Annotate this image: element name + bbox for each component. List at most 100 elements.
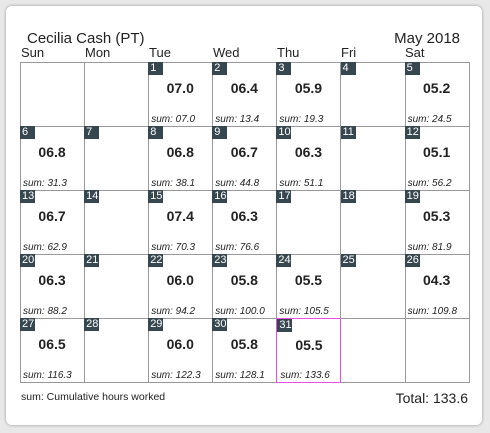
day-number-badge: 7 (84, 126, 100, 139)
daily-hours: 07.4 (166, 208, 194, 224)
calendar-day-cell[interactable]: 17 (276, 190, 342, 255)
calendar-empty-cell (404, 318, 470, 383)
daily-hours: 06.3 (230, 208, 258, 224)
calendar-day-cell[interactable]: 2 06.4 sum: 13.4 (212, 62, 278, 127)
weekday-thu: Thu (277, 45, 300, 60)
daily-hours: 05.9 (294, 80, 323, 96)
cumulative-sum: sum: 94.2 (151, 306, 196, 317)
daily-hours: 05.3 (423, 208, 451, 224)
weekday-sun: Sun (21, 45, 45, 60)
calendar-day-cell[interactable]: 19 05.3 sum: 81.9 (404, 190, 470, 255)
cumulative-sum: sum: 51.1 (279, 178, 324, 189)
weekday-sat: Sat (405, 45, 425, 60)
cumulative-sum: sum: 88.2 (23, 306, 67, 317)
daily-hours: 05.5 (295, 337, 323, 353)
daily-hours: 05.8 (230, 336, 258, 352)
daily-hours: 06.5 (38, 336, 66, 352)
day-number-badge: 27 (20, 318, 35, 331)
day-number-badge: 19 (404, 190, 420, 203)
daily-hours: 06.3 (38, 272, 66, 288)
calendar-day-cell[interactable]: 4 (340, 62, 406, 127)
day-number-badge: 31 (277, 319, 293, 332)
calendar-day-cell[interactable]: 20 06.3 sum: 88.2 (20, 254, 86, 319)
day-number-badge: 10 (276, 126, 292, 139)
day-number-badge: 21 (84, 254, 100, 267)
calendar-day-cell[interactable]: 1 07.0 sum: 07.0 (148, 62, 214, 127)
daily-hours: 06.8 (166, 144, 194, 160)
daily-hours: 06.7 (230, 144, 258, 160)
day-number-badge: 20 (20, 254, 35, 267)
weekday-wed: Wed (213, 45, 240, 60)
cumulative-sum: sum: 62.9 (23, 242, 67, 253)
calendar-day-cell[interactable]: 15 07.4 sum: 70.3 (148, 190, 214, 255)
day-number-badge: 18 (340, 190, 356, 203)
calendar-day-cell[interactable]: 12 05.1 sum: 56.2 (404, 126, 470, 191)
cumulative-sum: sum: 13.4 (215, 114, 260, 125)
calendar-day-cell[interactable]: 25 (340, 254, 406, 319)
calendar-day-cell[interactable]: 11 (340, 126, 406, 191)
daily-hours: 05.8 (230, 272, 258, 288)
cumulative-sum: sum: 109.8 (407, 306, 458, 317)
daily-hours: 04.3 (423, 272, 451, 288)
calendar-day-cell[interactable]: 23 05.8 sum: 100.0 (212, 254, 278, 319)
cumulative-sum: sum: 81.9 (407, 242, 452, 253)
cumulative-sum: sum: 44.8 (215, 178, 260, 189)
weekday-tue: Tue (149, 45, 171, 60)
cumulative-sum: sum: 76.6 (215, 242, 260, 253)
calendar-day-cell[interactable]: 21 (84, 254, 150, 319)
day-number-badge: 4 (340, 62, 356, 75)
day-number-badge: 26 (404, 254, 420, 267)
daily-hours: 06.0 (166, 336, 194, 352)
calendar-day-cell[interactable]: 27 06.5 sum: 116.3 (20, 318, 86, 383)
cumulative-sum: sum: 31.3 (23, 178, 67, 189)
sum-legend: sum: Cumulative hours worked (21, 391, 166, 403)
cumulative-sum: sum: 24.5 (407, 114, 452, 125)
cumulative-sum: sum: 122.3 (151, 370, 201, 381)
day-number-badge: 3 (276, 62, 292, 75)
calendar-day-cell[interactable]: 9 06.7 sum: 44.8 (212, 126, 278, 191)
calendar-day-cell[interactable]: 16 06.3 sum: 76.6 (212, 190, 278, 255)
day-number-badge: 22 (148, 254, 164, 267)
calendar-day-cell[interactable]: 10 06.3 sum: 51.1 (276, 126, 342, 191)
day-number-badge: 6 (20, 126, 35, 139)
day-number-badge: 9 (212, 126, 228, 139)
calendar-day-cell[interactable]: 30 05.8 sum: 128.1 (212, 318, 278, 383)
day-number-badge: 2 (212, 62, 228, 75)
cumulative-sum: sum: 100.0 (215, 306, 265, 317)
calendar-day-cell[interactable]: 14 (84, 190, 150, 255)
weekday-header-row: Sun Mon Tue Wed Thu Fri Sat (20, 46, 469, 60)
weekday-mon: Mon (85, 45, 111, 60)
calendar-day-cell[interactable]: 3 05.9 sum: 19.3 (276, 62, 342, 127)
calendar-day-cell[interactable]: 22 06.0 sum: 94.2 (148, 254, 214, 319)
daily-hours: 06.3 (294, 144, 323, 160)
daily-hours: 06.7 (38, 208, 66, 224)
daily-hours: 07.0 (166, 80, 194, 96)
day-number-badge: 28 (84, 318, 100, 331)
cumulative-sum: sum: 38.1 (151, 178, 196, 189)
calendar-day-cell[interactable]: 13 06.7 sum: 62.9 (20, 190, 86, 255)
calendar-day-cell[interactable]: 31 05.5 sum: 133.6 (276, 318, 342, 383)
calendar-day-cell[interactable]: 26 04.3 sum: 109.8 (404, 254, 470, 319)
calendar-day-cell[interactable]: 29 06.0 sum: 122.3 (148, 318, 214, 383)
weekday-fri: Fri (341, 45, 357, 60)
calendar-day-cell[interactable]: 5 05.2 sum: 24.5 (404, 62, 470, 127)
calendar-day-cell[interactable]: 7 (84, 126, 150, 191)
day-number-badge: 5 (404, 62, 420, 75)
calendar-day-cell[interactable]: 28 (84, 318, 150, 383)
cumulative-sum: sum: 116.3 (23, 370, 72, 381)
cumulative-sum: sum: 105.5 (279, 306, 329, 317)
daily-hours: 05.5 (294, 272, 323, 288)
calendar-day-cell[interactable]: 18 (340, 190, 406, 255)
daily-hours: 06.4 (230, 80, 258, 96)
calendar-day-cell[interactable]: 6 06.8 sum: 31.3 (20, 126, 86, 191)
cumulative-sum: sum: 128.1 (215, 370, 265, 381)
calendar-day-cell[interactable]: 8 06.8 sum: 38.1 (148, 126, 214, 191)
month-label: May 2018 (394, 30, 460, 47)
day-number-badge: 1 (148, 62, 164, 75)
day-number-badge: 30 (212, 318, 228, 331)
day-number-badge: 12 (404, 126, 420, 139)
calendar-day-cell[interactable]: 24 05.5 sum: 105.5 (276, 254, 342, 319)
day-number-badge: 17 (276, 190, 292, 203)
employee-name: Cecilia Cash (PT) (27, 30, 145, 47)
total-hours: Total: 133.6 (395, 390, 468, 406)
